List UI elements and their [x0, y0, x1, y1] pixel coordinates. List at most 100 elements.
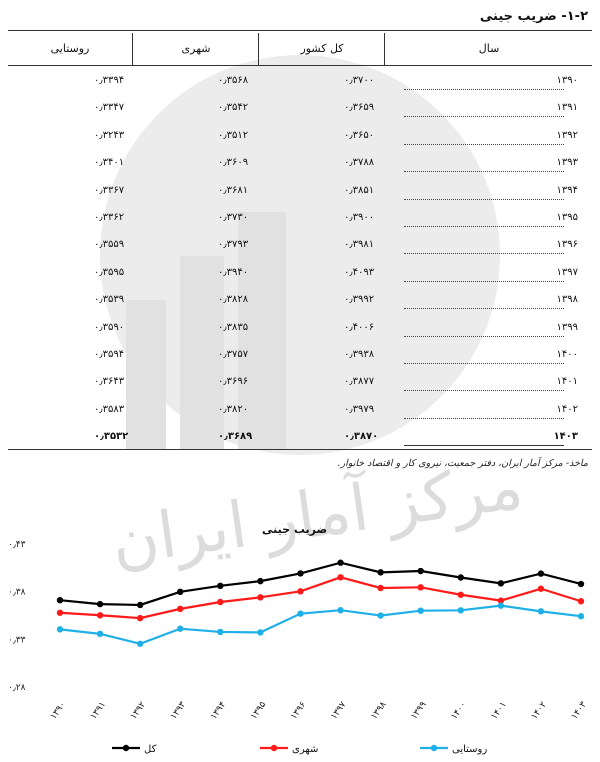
data-point: [217, 598, 224, 606]
cell-total: ۰٫۳۹۹۲: [344, 294, 375, 306]
data-point: [217, 628, 224, 636]
legend-swatch-marker: [270, 744, 278, 752]
cell-urban: ۰٫۳۸۳۵: [218, 321, 249, 333]
x-tick-label: ۱۳۹۰: [49, 700, 68, 722]
header-total: کل کشور: [258, 33, 385, 65]
cell-year: ۱۳۹۹: [556, 321, 578, 333]
data-point: [257, 577, 264, 585]
leader-dots: [404, 308, 564, 310]
data-point: [96, 600, 104, 608]
cell-total: ۰٫۳۹۳۸: [344, 349, 375, 360]
header-year: سال: [384, 33, 593, 65]
cell-rural: ۰٫۳۵۸۳: [94, 403, 125, 415]
cell-year: ۱۴۰۲: [556, 403, 578, 415]
cell-year: ۱۳۹۲: [556, 129, 578, 141]
data-point: [257, 629, 264, 636]
data-point: [177, 605, 184, 613]
cell-urban: ۰٫۳۸۲۸: [218, 294, 249, 306]
cell-year: ۱۳۹۳: [556, 157, 578, 169]
cell-urban: ۰٫۳۸۲۰: [218, 403, 249, 415]
x-tick-label: ۱۳۹۱: [89, 700, 108, 722]
table-bottom-rule: [8, 449, 592, 450]
x-tick-label: ۱۳۹۸: [369, 700, 388, 722]
y-tick-label: ۰٫۴۳: [8, 540, 26, 550]
leader-dots: [404, 226, 564, 227]
cell-urban: ۰٫۳۹۴۰: [218, 266, 249, 278]
leader-dots: [404, 417, 564, 419]
legend-label: کل: [144, 744, 157, 755]
data-point: [537, 608, 545, 615]
legend-label: روستایی: [452, 744, 487, 755]
cell-rural: ۰٫۳۵۹۴: [94, 349, 125, 360]
table-row: ۱۳۹۲ ۰٫۳۶۵۰ ۰٫۳۵۱۲ ۰٫۳۲۴۳: [8, 130, 592, 150]
x-tick-label: ۱۴۰۱: [490, 700, 509, 722]
cell-year: ۱۳۹۰: [556, 75, 578, 86]
table-row: ۱۳۹۳ ۰٫۳۷۸۸ ۰٫۳۶۰۹ ۰٫۳۴۰۱: [8, 157, 592, 177]
data-point: [96, 612, 104, 619]
cell-rural: ۰٫۳۵۹۵: [94, 266, 125, 278]
title-rule: [8, 30, 592, 31]
x-tick-label: ۱۴۰۰: [449, 700, 468, 722]
data-point: [377, 584, 384, 592]
data-point: [457, 591, 464, 598]
table-row: ۱۴۰۱ ۰٫۳۸۷۷ ۰٫۳۶۹۶ ۰٫۳۶۴۳: [8, 376, 592, 396]
cell-total: ۰٫۳۷۸۸: [344, 157, 375, 169]
data-point: [417, 607, 424, 614]
data-point: [177, 625, 184, 632]
cell-total: ۰٫۳۸۷۰: [344, 431, 379, 443]
cell-urban: ۰٫۳۵۱۲: [218, 129, 249, 141]
data-point: [537, 570, 545, 577]
data-point: [297, 570, 304, 577]
chart-legend: [0, 742, 600, 756]
data-point: [297, 610, 304, 617]
series-line: [59, 576, 582, 620]
data-point: [377, 569, 384, 576]
table-row: ۱۳۹۸ ۰٫۳۹۹۲ ۰٫۳۸۲۸ ۰٫۳۵۳۹: [8, 294, 592, 314]
cell-total: ۰٫۳۸۵۱: [344, 184, 375, 196]
data-point: [497, 602, 505, 609]
data-point: [577, 580, 585, 588]
leader-dots: [404, 335, 564, 337]
y-tick-label: ۰٫۲۸: [8, 683, 26, 693]
legend-swatch-marker: [430, 744, 438, 752]
data-point: [136, 614, 144, 622]
data-point: [417, 567, 424, 575]
table-row: ۱۳۹۹ ۰٫۴۰۰۶ ۰٫۳۸۳۵ ۰٫۳۵۹۰: [8, 322, 592, 342]
cell-year: ۱۴۰۰: [556, 349, 578, 360]
cell-urban: ۰٫۳۶۸۹: [218, 431, 253, 443]
series-line: [59, 604, 582, 645]
cell-rural: ۰٫۳۶۴۳: [94, 376, 125, 388]
table-row: ۱۳۹۷ ۰٫۴۰۹۳ ۰٫۳۹۴۰ ۰٫۳۵۹۵: [8, 267, 592, 287]
x-tick-label: ۱۴۰۲: [530, 700, 549, 722]
table-row: ۱۳۹۱ ۰٫۳۶۵۹ ۰٫۳۵۴۲ ۰٫۳۳۴۷: [8, 102, 592, 122]
data-point: [297, 588, 304, 595]
y-tick-label: ۰٫۳۳: [8, 635, 26, 645]
data-point: [177, 588, 184, 596]
data-point: [56, 609, 64, 616]
legend-swatch-marker: [122, 744, 130, 752]
cell-year: ۱۳۹۸: [556, 294, 578, 306]
header-rural: روستایی: [50, 42, 90, 55]
cell-rural: ۰٫۳۳۴۷: [94, 102, 125, 114]
header-urban: شهری: [132, 33, 259, 65]
cell-urban: ۰٫۳۵۴۲: [218, 102, 249, 114]
legend-label: شهری: [292, 744, 318, 755]
leader-dots: [404, 89, 564, 90]
cell-year: ۱۴۰۳: [553, 431, 578, 443]
table-row: ۱۴۰۰ ۰٫۳۹۳۸ ۰٫۳۷۵۷ ۰٫۳۵۹۴: [8, 349, 592, 369]
cell-year: ۱۳۹۷: [556, 266, 578, 278]
leader-dots: [404, 198, 564, 200]
leader-dots: [404, 445, 564, 447]
data-point: [577, 598, 585, 605]
data-point: [497, 580, 505, 587]
cell-year: ۱۴۰۱: [556, 376, 578, 388]
chart-title: ضریب جینی: [262, 523, 328, 536]
watermark-circle: [100, 55, 500, 455]
cell-rural: ۰٫۳۴۰۱: [94, 157, 125, 169]
x-tick-label: ۱۳۹۲: [129, 700, 148, 722]
table-row: ۱۳۹۶ ۰٫۳۹۸۱ ۰٫۳۷۹۳ ۰٫۳۵۵۹: [8, 239, 592, 259]
cell-rural: ۰٫۳۵۳۹: [94, 294, 125, 306]
leader-dots: [404, 280, 564, 282]
cell-total: ۰٫۳۸۷۷: [344, 376, 375, 388]
